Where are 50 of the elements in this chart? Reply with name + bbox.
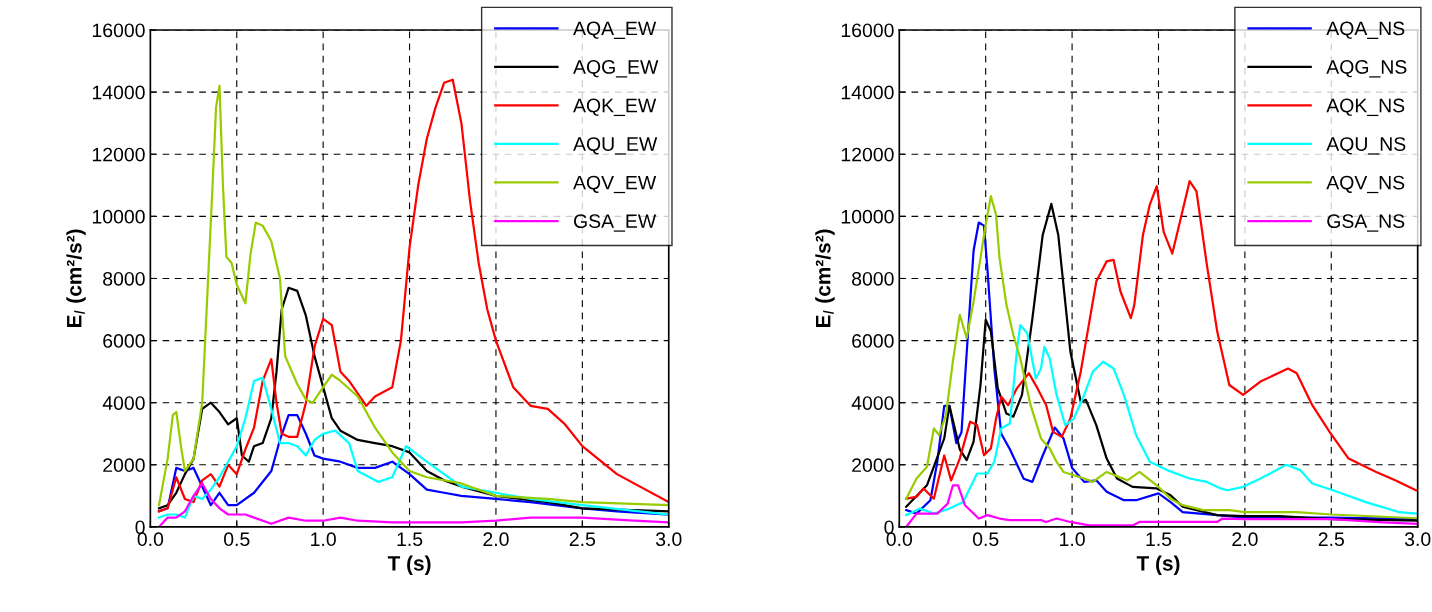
legend-label: GSA_EW <box>573 214 657 232</box>
y-tick-label: 10000 <box>92 209 145 224</box>
y-tick-label: 14000 <box>92 85 145 100</box>
legend-label: AQA_NS <box>1326 21 1405 39</box>
legend-label: AQK_NS <box>1326 98 1405 117</box>
legend-label: GSA_NS <box>1327 214 1405 232</box>
x-tick-label: 1.0 <box>1060 532 1085 547</box>
x-tick-label: 2.5 <box>569 532 596 547</box>
y-tick-label: 10000 <box>841 209 894 224</box>
y-tick-label: 8000 <box>852 271 894 286</box>
y-tick-label: 12000 <box>92 147 145 162</box>
x-axis-title: T (s) <box>387 555 431 575</box>
x-tick-label: 3.0 <box>1404 532 1431 547</box>
x-axis-title: T (s) <box>1136 555 1180 575</box>
x-tick-label: 2.0 <box>1232 532 1258 547</box>
legend-label: AQV_NS <box>1326 175 1405 194</box>
line-series <box>905 323 1418 517</box>
line-series <box>905 484 1418 527</box>
x-tick-label: 2.0 <box>483 532 509 547</box>
x-tick-label: 0.5 <box>972 532 999 547</box>
y-tick-label: 0 <box>884 520 894 535</box>
y-tick-label: 4000 <box>102 396 145 410</box>
legend-label: AQU_EW <box>573 137 658 155</box>
y-axis-title: E$_{I}$ (cm²/s²) <box>66 229 86 328</box>
x-tick-label: 2.5 <box>1318 532 1344 547</box>
legend-label: AQG_NS <box>1326 60 1407 78</box>
y-tick-label: 14000 <box>841 85 894 100</box>
x-tick-label: 1.5 <box>1146 532 1172 547</box>
y-tick-label: 12000 <box>841 147 894 162</box>
y-tick-label: 6000 <box>103 334 145 348</box>
y-tick-label: 16000 <box>841 23 894 38</box>
y-tick-label: 16000 <box>92 23 145 38</box>
y-tick-label: 4000 <box>851 396 894 410</box>
x-tick-label: 0.0 <box>886 532 913 547</box>
y-tick-label: 2000 <box>852 458 894 473</box>
line-series <box>157 376 669 519</box>
x-tick-label: 1.5 <box>397 532 423 547</box>
x-tick-label: 0.5 <box>224 532 250 547</box>
y-tick-label: 6000 <box>852 334 894 348</box>
y-axis-title: E$_{I}$ (cm²/s²) <box>815 229 835 328</box>
legend-label: AQV_EW <box>573 175 657 194</box>
legend-label: AQG_EW <box>573 60 659 78</box>
legend-label: AQU_NS <box>1326 137 1406 155</box>
legend-label: AQA_EW <box>573 21 657 39</box>
line-series <box>157 482 669 527</box>
y-tick-label: 2000 <box>103 458 145 473</box>
y-tick-label: 8000 <box>103 271 145 286</box>
legend-label: AQK_EW <box>573 98 657 117</box>
x-tick-label: 1.0 <box>311 532 336 547</box>
x-tick-label: 3.0 <box>655 532 682 547</box>
